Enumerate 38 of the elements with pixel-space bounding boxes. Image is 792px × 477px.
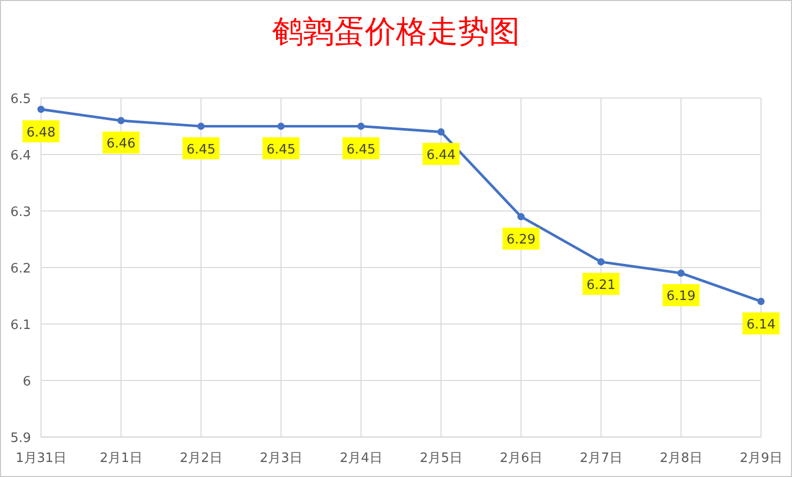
data-label: 6.19 <box>666 289 696 304</box>
y-tick-label: 6.5 <box>10 92 31 107</box>
data-label: 6.21 <box>586 278 616 293</box>
data-label: 6.14 <box>746 317 776 332</box>
point <box>517 213 525 220</box>
y-tick-label: 6.3 <box>10 205 31 220</box>
point <box>437 128 445 136</box>
point <box>37 106 45 113</box>
y-tick-label: 6 <box>22 374 31 390</box>
point <box>357 122 365 130</box>
x-tick-label: 2月6日 <box>500 451 542 466</box>
data-label: 6.45 <box>186 142 216 158</box>
point <box>277 122 285 130</box>
point <box>677 270 685 277</box>
data-label: 6.45 <box>266 142 296 158</box>
title: 鹌鹑蛋价格走势图 <box>272 14 520 49</box>
x-tick-label: 2月4日 <box>340 451 382 466</box>
data-label: 6.44 <box>426 148 456 163</box>
x-tick-label: 1月31日 <box>16 451 66 466</box>
data-label: 6.46 <box>106 136 136 152</box>
y-tick-label: 5.9 <box>10 431 31 446</box>
x-tick-label: 2月5日 <box>420 451 462 466</box>
x-tick-label: 2月7日 <box>580 451 622 466</box>
point <box>597 258 605 266</box>
point <box>117 117 125 124</box>
y-tick-label: 6.4 <box>10 148 31 164</box>
x-tick-label: 2月1日 <box>100 451 142 466</box>
x-tick-label: 2月9日 <box>740 451 782 466</box>
data-label: 6.48 <box>26 125 56 140</box>
data-label: 6.45 <box>346 142 376 158</box>
y-tick-label: 6.2 <box>10 262 31 276</box>
y-tick-label: 6.1 <box>10 318 31 333</box>
data-label: 6.29 <box>506 232 536 248</box>
x-tick-label: 2月2日 <box>180 451 222 466</box>
x-tick-label: 2月8日 <box>660 451 702 466</box>
point <box>757 298 765 305</box>
point <box>197 122 205 130</box>
x-tick-label: 2月3日 <box>260 451 302 466</box>
